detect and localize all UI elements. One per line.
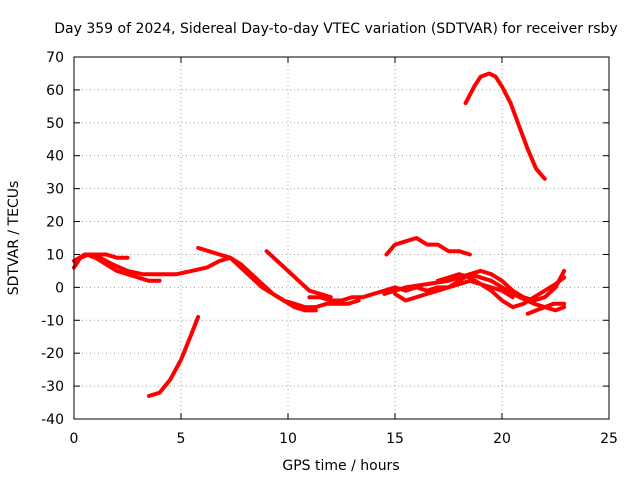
y-tick-label: 30 bbox=[46, 182, 64, 198]
y-tick-label: -20 bbox=[41, 346, 64, 362]
x-axis: 0 5 10 15 20 25 bbox=[70, 57, 618, 447]
y-tick-label: -40 bbox=[41, 412, 64, 428]
y-tick-label: -10 bbox=[41, 313, 64, 329]
y-tick-label: 10 bbox=[46, 247, 64, 263]
x-tick-label: 20 bbox=[493, 431, 511, 447]
y-tick-label: 0 bbox=[55, 280, 64, 296]
x-tick-label: 10 bbox=[279, 431, 297, 447]
grid-lines bbox=[74, 57, 609, 419]
x-tick-label: 25 bbox=[600, 431, 618, 447]
y-tick-label: -30 bbox=[41, 379, 64, 395]
series-line-track-d bbox=[146, 315, 201, 398]
series-line-track-h bbox=[384, 236, 472, 257]
y-tick-label: 60 bbox=[46, 83, 64, 99]
series-line-track-c bbox=[84, 252, 162, 283]
y-tick-label: 40 bbox=[46, 149, 64, 165]
series-line-track-k bbox=[435, 272, 567, 310]
series-line-track-i bbox=[393, 268, 567, 303]
y-tick-label: 50 bbox=[46, 116, 64, 132]
series-line-track-b bbox=[72, 252, 130, 263]
series-line-track-m bbox=[525, 301, 567, 316]
series-line-track-f bbox=[264, 249, 333, 300]
chart-title: Day 359 of 2024, Sidereal Day-to-day VTE… bbox=[54, 21, 617, 37]
x-tick-label: 5 bbox=[177, 431, 186, 447]
plot-area bbox=[72, 71, 567, 398]
x-tick-label: 15 bbox=[386, 431, 404, 447]
y-axis-label: SDTVAR / TECUs bbox=[6, 181, 22, 296]
x-axis-label: GPS time / hours bbox=[282, 458, 399, 474]
series-line-track-l bbox=[463, 71, 547, 181]
x-tick-label: 0 bbox=[70, 431, 79, 447]
plot-frame bbox=[73, 56, 610, 420]
y-tick-label: 70 bbox=[46, 50, 64, 66]
y-tick-label: 20 bbox=[46, 215, 64, 231]
y-axis: -40 -30 -20 -10 0 10 20 30 40 50 60 70 bbox=[41, 50, 609, 428]
series-line-track-e bbox=[196, 245, 361, 310]
